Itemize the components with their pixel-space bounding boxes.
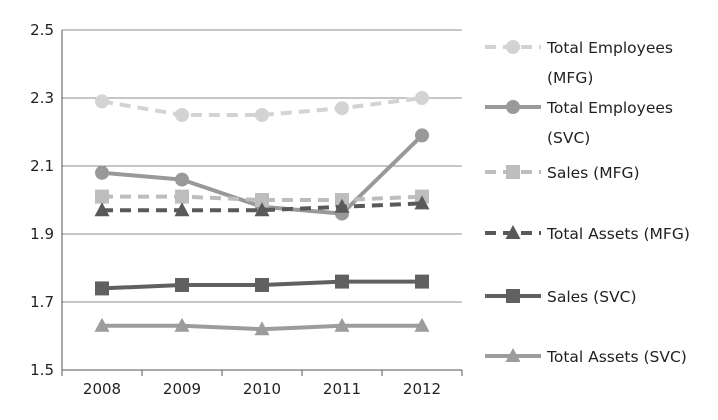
y-tick-label: 2.1: [30, 157, 54, 175]
data-point: [174, 317, 190, 332]
x-tick-label: 2010: [243, 380, 281, 398]
data-point: [175, 278, 189, 292]
legend-label: Total Assets (SVC): [546, 348, 687, 366]
legend-label: Total Employees: [546, 99, 673, 117]
data-point: [94, 202, 110, 217]
y-tick-label: 2.3: [30, 89, 54, 107]
data-point: [335, 274, 349, 289]
legend-swatch-marker: [506, 40, 520, 54]
data-point: [334, 198, 350, 213]
data-point: [254, 202, 270, 217]
y-axis-ticks: 2.5 2.3 2.1 1.9 1.7 1.5: [30, 21, 54, 379]
legend-label: Total Assets (MFG): [546, 225, 690, 243]
x-axis-ticks: 2008 2009 2010 2011 2012: [83, 380, 441, 398]
y-tick-label: 1.7: [30, 293, 54, 311]
data-point: [175, 189, 189, 204]
data-point: [334, 317, 350, 332]
x-tick-label: 2011: [323, 380, 361, 398]
legend-label: Sales (SVC): [547, 288, 637, 306]
legend-label: (SVC): [547, 129, 590, 147]
data-point: [255, 193, 269, 207]
data-point: [415, 274, 429, 289]
legend-item: Total Employees (SVC): [485, 99, 673, 147]
data-point: [335, 101, 349, 116]
axes: [61, 30, 463, 376]
legend-item: Sales (SVC): [485, 288, 637, 306]
legend-swatch-marker: [506, 100, 520, 114]
series-3: [94, 195, 430, 217]
data-point: [174, 202, 190, 217]
legend-swatch-marker: [505, 348, 521, 362]
data-point: [95, 281, 109, 296]
data-point: [255, 108, 269, 122]
legend-label: Total Employees: [546, 39, 673, 57]
data-point: [94, 317, 110, 332]
data-point: [255, 278, 269, 292]
legend-swatch-marker: [506, 165, 520, 179]
series-5: [94, 317, 430, 336]
legend-label: (MFG): [547, 69, 593, 87]
legend-item: Total Assets (MFG): [485, 225, 690, 243]
legend-swatch-marker: [506, 289, 520, 303]
data-point: [95, 94, 109, 109]
data-point: [175, 172, 189, 187]
series-layer: [94, 91, 430, 336]
data-point: [415, 128, 429, 143]
data-point: [95, 165, 109, 180]
x-tick-label: 2012: [403, 380, 441, 398]
data-point: [415, 91, 429, 105]
data-point: [414, 195, 430, 210]
x-tick-label: 2009: [163, 380, 201, 398]
legend-label: Sales (MFG): [547, 164, 640, 182]
series-line: [101, 96, 423, 117]
x-tick-label: 2008: [83, 380, 121, 398]
y-tick-label: 1.5: [30, 361, 54, 379]
y-tick-label: 1.9: [30, 225, 54, 243]
data-point: [95, 189, 109, 204]
data-point: [414, 317, 430, 332]
legend-item: Total Assets (SVC): [485, 348, 687, 366]
legend-swatch-marker: [505, 225, 521, 239]
gridlines: [62, 29, 462, 303]
data-point: [254, 321, 270, 336]
legend: Total Employees (MFG) Total Employees (SVC)…: [485, 39, 690, 366]
legend-item: Sales (MFG): [485, 164, 640, 182]
legend-item: Total Employees (MFG): [485, 39, 673, 87]
series-4: [95, 274, 429, 296]
series-0: [95, 91, 429, 122]
y-tick-label: 2.5: [30, 21, 54, 39]
data-point: [175, 108, 189, 122]
